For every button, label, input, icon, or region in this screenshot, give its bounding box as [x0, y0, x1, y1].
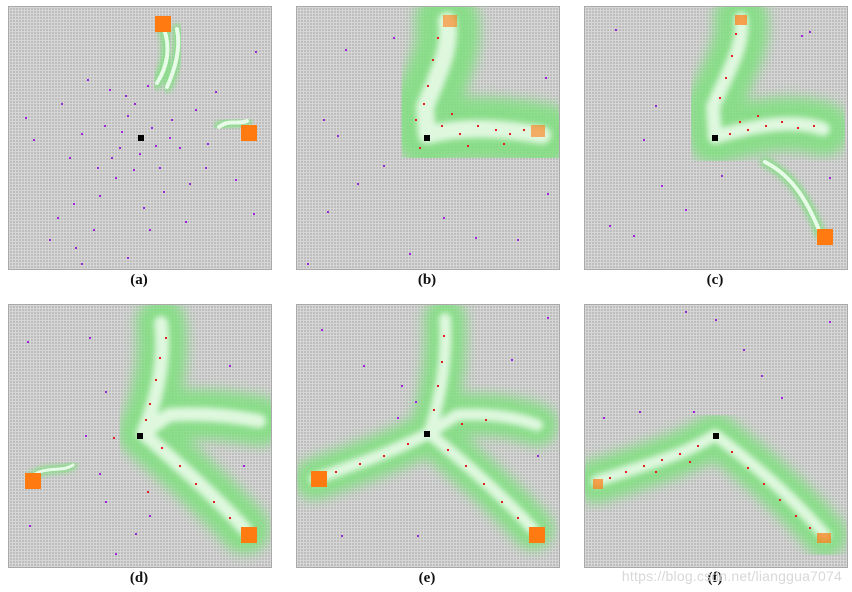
- tree-region: [585, 413, 847, 557]
- start-marker: [713, 433, 719, 439]
- goal-marker: [735, 15, 747, 25]
- panel-f: [584, 304, 848, 568]
- tree-nodes: [415, 37, 525, 149]
- panel-c: [584, 6, 848, 270]
- map-e: [297, 305, 558, 550]
- tree-region: [297, 305, 558, 550]
- goal-marker: [155, 16, 171, 32]
- samples: [609, 29, 831, 237]
- tree-branches: [151, 23, 252, 132]
- tree-nodes: [609, 445, 811, 529]
- map-a: [25, 16, 257, 265]
- caption-c: (c): [706, 272, 724, 288]
- goal-marker: [593, 479, 603, 489]
- panel-e: [296, 304, 560, 568]
- map-d: [25, 305, 271, 555]
- caption-f: (f): [707, 570, 723, 586]
- tree-nodes: [113, 337, 231, 519]
- goal-marker: [25, 473, 41, 489]
- map-b: [307, 7, 559, 265]
- start-marker: [424, 431, 430, 437]
- start-marker: [137, 433, 143, 439]
- samples: [307, 37, 549, 265]
- goal-marker: [817, 229, 833, 245]
- tree-nodes: [335, 335, 519, 519]
- tree-region: [393, 7, 559, 167]
- goal-marker: [311, 471, 327, 487]
- start-marker: [138, 135, 144, 141]
- tree-nodes: [719, 33, 815, 135]
- samples: [321, 317, 549, 537]
- samples: [25, 51, 257, 265]
- goal-marker: [529, 527, 545, 543]
- map-c: [609, 7, 847, 245]
- panel-d: [8, 304, 272, 568]
- goal-marker: [443, 15, 457, 27]
- samples: [603, 311, 831, 419]
- tree-region: [27, 305, 271, 554]
- goal-marker: [817, 533, 831, 543]
- map-f: [585, 311, 847, 557]
- watermark: https://blog.csdn.net/lianggua7074: [621, 568, 842, 584]
- goal-marker: [241, 527, 257, 543]
- caption-e: (e): [418, 570, 436, 586]
- caption-d: (d): [129, 570, 149, 586]
- start-marker: [712, 135, 718, 141]
- panel-a: [8, 6, 272, 270]
- caption-b: (b): [417, 272, 437, 288]
- start-marker: [424, 135, 430, 141]
- goal-marker: [241, 125, 257, 141]
- caption-a: (a): [130, 272, 148, 288]
- goal-marker: [531, 125, 545, 137]
- samples: [27, 337, 245, 555]
- tree-region: [686, 7, 847, 240]
- panel-b: [296, 6, 560, 270]
